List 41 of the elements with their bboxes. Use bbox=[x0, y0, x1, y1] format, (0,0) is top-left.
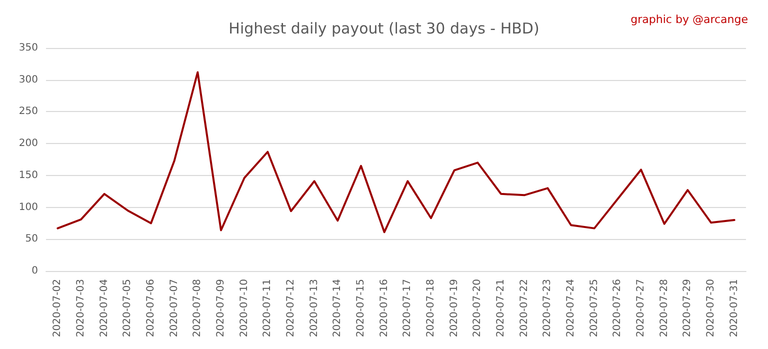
x-tick-label: 2020-07-25 bbox=[588, 279, 600, 338]
x-tick-label: 2020-07-16 bbox=[378, 279, 390, 338]
y-tick-label: 350 bbox=[18, 42, 38, 54]
x-tick-label: 2020-07-14 bbox=[332, 279, 344, 338]
x-tick-label: 2020-07-04 bbox=[98, 279, 110, 338]
x-tick-label: 2020-07-12 bbox=[286, 279, 296, 338]
x-tick-label: 2020-07-13 bbox=[308, 279, 320, 338]
x-tick-label: 2020-07-18 bbox=[426, 279, 436, 338]
y-tick-label: 250 bbox=[18, 106, 38, 118]
x-tick-label: 2020-07-20 bbox=[472, 279, 484, 338]
text: graphic by @arcange bbox=[630, 13, 748, 26]
x-tick-label: 2020-07-22 bbox=[518, 279, 530, 338]
x-tick-label: 2020-07-10 bbox=[238, 279, 250, 338]
x-tick-label: 2020-07-06 bbox=[146, 279, 156, 338]
x-tick-label: 2020-07-28 bbox=[658, 279, 670, 338]
x-tick-label: 2020-07-19 bbox=[448, 279, 460, 338]
line-series bbox=[56, 71, 736, 234]
x-tick-label: 2020-07-23 bbox=[542, 279, 554, 338]
x-tick-label: 2020-07-09 bbox=[216, 279, 226, 338]
y-tick-label: 150 bbox=[18, 170, 38, 181]
x-tick-label: 2020-07-26 bbox=[612, 279, 624, 338]
x-tick-label: 2020-07-02 bbox=[52, 279, 64, 338]
x-tick-label: 2020-07-31 bbox=[728, 279, 740, 338]
x-tick-label: 2020-07-29 bbox=[682, 279, 694, 338]
y-tick-label: 50 bbox=[25, 234, 38, 245]
chart-title: Highest daily payout (last 30 days - HBD) bbox=[228, 20, 540, 38]
x-tick-label: 2020-07-03 bbox=[76, 279, 86, 338]
y-tick-label: 200 bbox=[18, 138, 38, 150]
x-tick-label: 2020-07-30 bbox=[706, 279, 716, 338]
x-tick-label: 2020-07-21 bbox=[496, 279, 506, 338]
x-tick-label: 2020-07-05 bbox=[122, 279, 134, 338]
x-tick-label: 2020-07-11 bbox=[262, 279, 274, 338]
y-tick-label: 0 bbox=[32, 266, 38, 276]
x-tick-label: 2020-07-24 bbox=[566, 279, 576, 338]
x-tick-label: 2020-07-27 bbox=[636, 279, 646, 338]
x-tick-label: 2020-07-07 bbox=[168, 279, 180, 338]
x-tick-label: 2020-07-17 bbox=[402, 279, 414, 338]
y-tick-label: 300 bbox=[18, 74, 38, 86]
x-tick-label: 2020-07-15 bbox=[356, 279, 366, 338]
x-tick-label: 2020-07-08 bbox=[192, 279, 204, 338]
y-tick-label: 100 bbox=[18, 202, 38, 213]
